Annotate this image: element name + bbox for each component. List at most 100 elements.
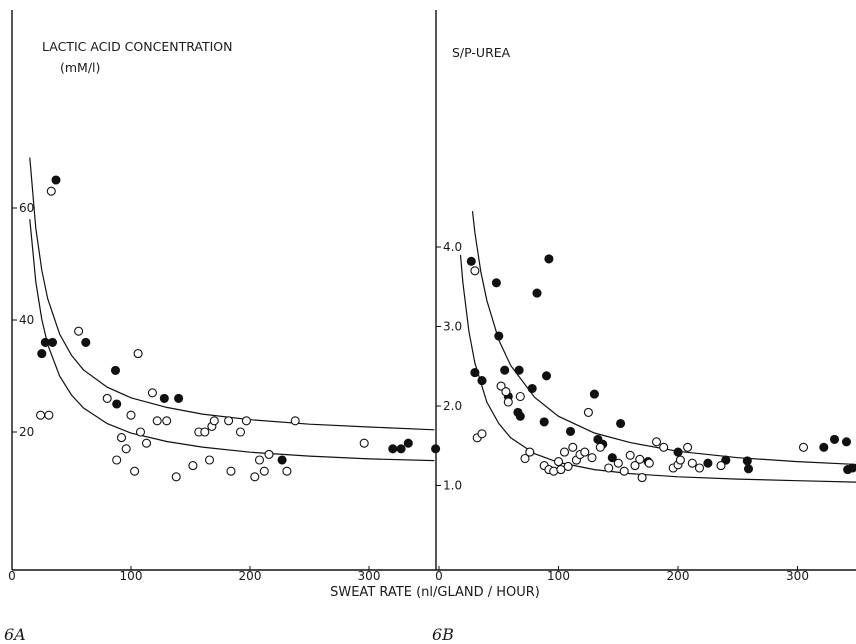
panel-6a-point-open <box>250 472 260 482</box>
panel-6b-y-tick-label: 3.0 <box>443 320 462 334</box>
panel-6b-point-filled <box>527 383 537 394</box>
panel-6a: LACTIC ACID CONCENTRATION (mM/l) 0 100 200… <box>8 10 441 583</box>
panel-6b-point-filled <box>673 447 683 457</box>
panel-6a-point-open <box>209 416 219 426</box>
panel-6b-point-filled <box>847 463 856 473</box>
panel-6a-point-filled <box>388 444 398 454</box>
panel-6a-point-filled <box>159 393 169 403</box>
panel-6b-point-open <box>651 437 662 447</box>
panel-6b-x-tick-label: 200 <box>667 569 690 583</box>
panel-6b-x-tick-label: 0 <box>435 569 443 583</box>
panel-6b-point-open <box>559 447 570 457</box>
panel-6b-point-open <box>477 429 487 439</box>
panel-6b-point-filled <box>841 437 852 447</box>
panel-6b-point-open <box>630 461 640 471</box>
panel-6a-point-open <box>254 455 265 465</box>
panel-6b-point-filled <box>515 411 525 421</box>
panel-6a-point-open <box>130 466 140 476</box>
panel-6a-fit-curve <box>29 219 435 462</box>
panel-6a-point-filled <box>51 175 61 185</box>
panel-6b-point-open <box>635 454 645 464</box>
panel-6b-point-filled <box>607 453 617 463</box>
panel-6b-point-open <box>595 442 605 452</box>
panel-6a-point-filled <box>37 349 47 359</box>
panel-6b-x-tick-label: 300 <box>786 569 809 583</box>
panel-6a-point-open <box>116 433 127 443</box>
panel-6a-point-open <box>135 427 146 437</box>
panel-6b-y-tick-label: 1.0 <box>443 479 462 493</box>
panel-6b-point-filled <box>743 464 754 474</box>
panel-6b-point-open <box>619 466 629 476</box>
panel-6b-point-open <box>583 407 593 417</box>
panel-6b-point-filled <box>616 418 626 429</box>
panel-6b-point-open <box>553 457 564 467</box>
panel-6a-point-open <box>171 472 181 482</box>
panel-6b-point-open <box>501 387 511 397</box>
panel-6b-point-open <box>470 266 480 276</box>
panel-6b-point-filled <box>532 288 542 298</box>
panel-6b: S/P-UREA 0 100 200 300 1.0 2.0 3.0 4.0 <box>435 10 856 583</box>
panel-6b-point-open <box>563 461 573 471</box>
panel-6a-point-filled <box>112 399 122 409</box>
panel-6b-point-open <box>675 455 685 465</box>
panel-6b-fit-curve <box>459 254 856 483</box>
panel-6b-point-open <box>604 463 614 473</box>
panel-6a-point-open <box>235 427 246 437</box>
panel-6a-point-open <box>259 466 269 476</box>
panel-6b-point-filled <box>491 278 501 288</box>
panel-6a-y-tick-label: 20 <box>19 425 34 439</box>
panel-6a-point-open <box>141 438 152 448</box>
panel-6b-point-filled <box>541 371 552 381</box>
panel-6b-point-filled <box>494 331 504 341</box>
panel-6b-point-open <box>625 450 635 460</box>
panel-6b-point-open <box>798 442 809 452</box>
panel-6a-point-open <box>290 416 300 426</box>
panel-6a-point-open <box>226 466 236 476</box>
panel-6b-title: S/P-UREA <box>452 45 511 60</box>
panel-6b-point-open <box>613 458 623 468</box>
panel-6b-point-open <box>515 391 525 402</box>
panel-6b-point-open <box>496 381 506 391</box>
panel-6b-caption: 6B <box>432 625 454 644</box>
panel-6a-point-open <box>204 455 215 465</box>
panel-6b-point-open <box>580 447 590 457</box>
panel-6b-point-open <box>687 458 697 468</box>
panel-6a-point-filled <box>110 365 121 375</box>
panel-6a-point-open <box>224 416 234 426</box>
panel-6b-point-filled <box>514 365 524 375</box>
panel-6b-point-open <box>659 442 669 452</box>
panel-6a-unit: (mM/l) <box>60 60 100 75</box>
panel-6b-point-filled <box>539 417 549 427</box>
panel-6a-point-open <box>44 410 54 420</box>
panel-6a-y-tick-label: 40 <box>19 313 34 327</box>
panel-6a-caption: 6A <box>4 625 26 644</box>
panel-6a-x-tick-label: 100 <box>120 569 143 583</box>
panel-6a-point-open <box>121 444 131 454</box>
panel-6b-point-filled <box>819 442 829 452</box>
panel-6a-x-tick-label: 300 <box>358 569 381 583</box>
panel-6a-point-open <box>46 186 56 196</box>
panel-6a-point-filled <box>277 455 287 465</box>
panel-6a-point-open <box>152 416 162 426</box>
panel-6a-x-tick-label: 0 <box>8 569 16 583</box>
panel-6a-point-open <box>200 427 210 437</box>
panel-6b-point-filled <box>703 458 713 468</box>
panel-6b-point-open <box>520 453 530 464</box>
panel-6a-fit-curve <box>29 157 435 431</box>
panel-6a-title: LACTIC ACID CONCENTRATION <box>42 39 232 54</box>
panel-6b-point-filled <box>589 389 599 399</box>
panel-6a-point-open <box>241 416 251 426</box>
panel-6a-point-open <box>74 326 84 336</box>
panel-6b-point-open <box>587 453 597 463</box>
panel-6b-point-filled <box>742 456 752 466</box>
panel-6a-point-filled <box>81 337 91 347</box>
panel-6b-point-open <box>683 442 693 452</box>
panel-6a-point-open <box>264 449 274 459</box>
panel-6b-point-open <box>549 466 559 476</box>
panel-6a-point-filled <box>174 393 184 403</box>
panel-6b-point-filled <box>500 365 510 375</box>
panel-6b-point-open <box>568 442 578 452</box>
panel-6a-y-tick-label: 60 <box>19 201 34 215</box>
panel-6b-point-open <box>694 463 705 473</box>
panel-6b-point-open <box>637 473 647 483</box>
